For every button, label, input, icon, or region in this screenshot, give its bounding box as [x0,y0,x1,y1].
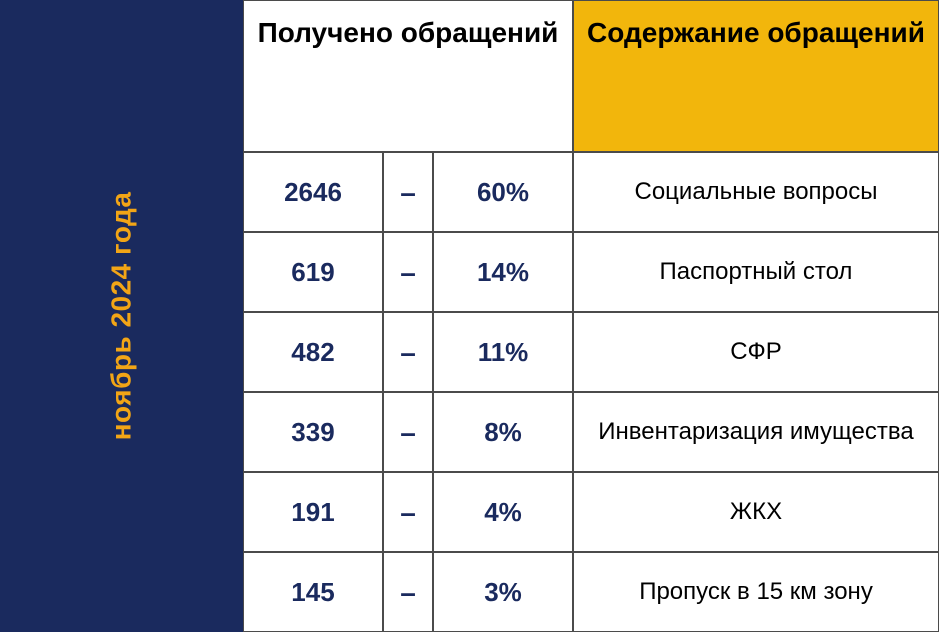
row-count: 191 [243,472,383,552]
row-pct: 4% [433,472,573,552]
row-count: 145 [243,552,383,632]
header-content: Содержание обращений [573,0,939,152]
row-desc: Паспортный стол [573,232,939,312]
row-pct: 11% [433,312,573,392]
row-pct: 3% [433,552,573,632]
row-pct: 60% [433,152,573,232]
row-dash: – [383,232,433,312]
period-label: ноябрь 2024 года [106,192,138,441]
side-panel: ноябрь 2024 года [0,0,243,632]
row-pct: 14% [433,232,573,312]
row-dash: – [383,392,433,472]
row-desc: Инвентаризация имущества [573,392,939,472]
row-count: 482 [243,312,383,392]
row-dash: – [383,312,433,392]
row-dash: – [383,472,433,552]
page-root: ноябрь 2024 года Получено обращений Соде… [0,0,939,632]
row-dash: – [383,552,433,632]
row-desc: ЖКХ [573,472,939,552]
row-desc: Социальные вопросы [573,152,939,232]
row-desc: СФР [573,312,939,392]
row-count: 619 [243,232,383,312]
stats-table: Получено обращений Содержание обращений … [243,0,939,632]
row-count: 2646 [243,152,383,232]
row-dash: – [383,152,433,232]
header-received: Получено обращений [243,0,573,152]
row-desc: Пропуск в 15 км зону [573,552,939,632]
row-count: 339 [243,392,383,472]
row-pct: 8% [433,392,573,472]
